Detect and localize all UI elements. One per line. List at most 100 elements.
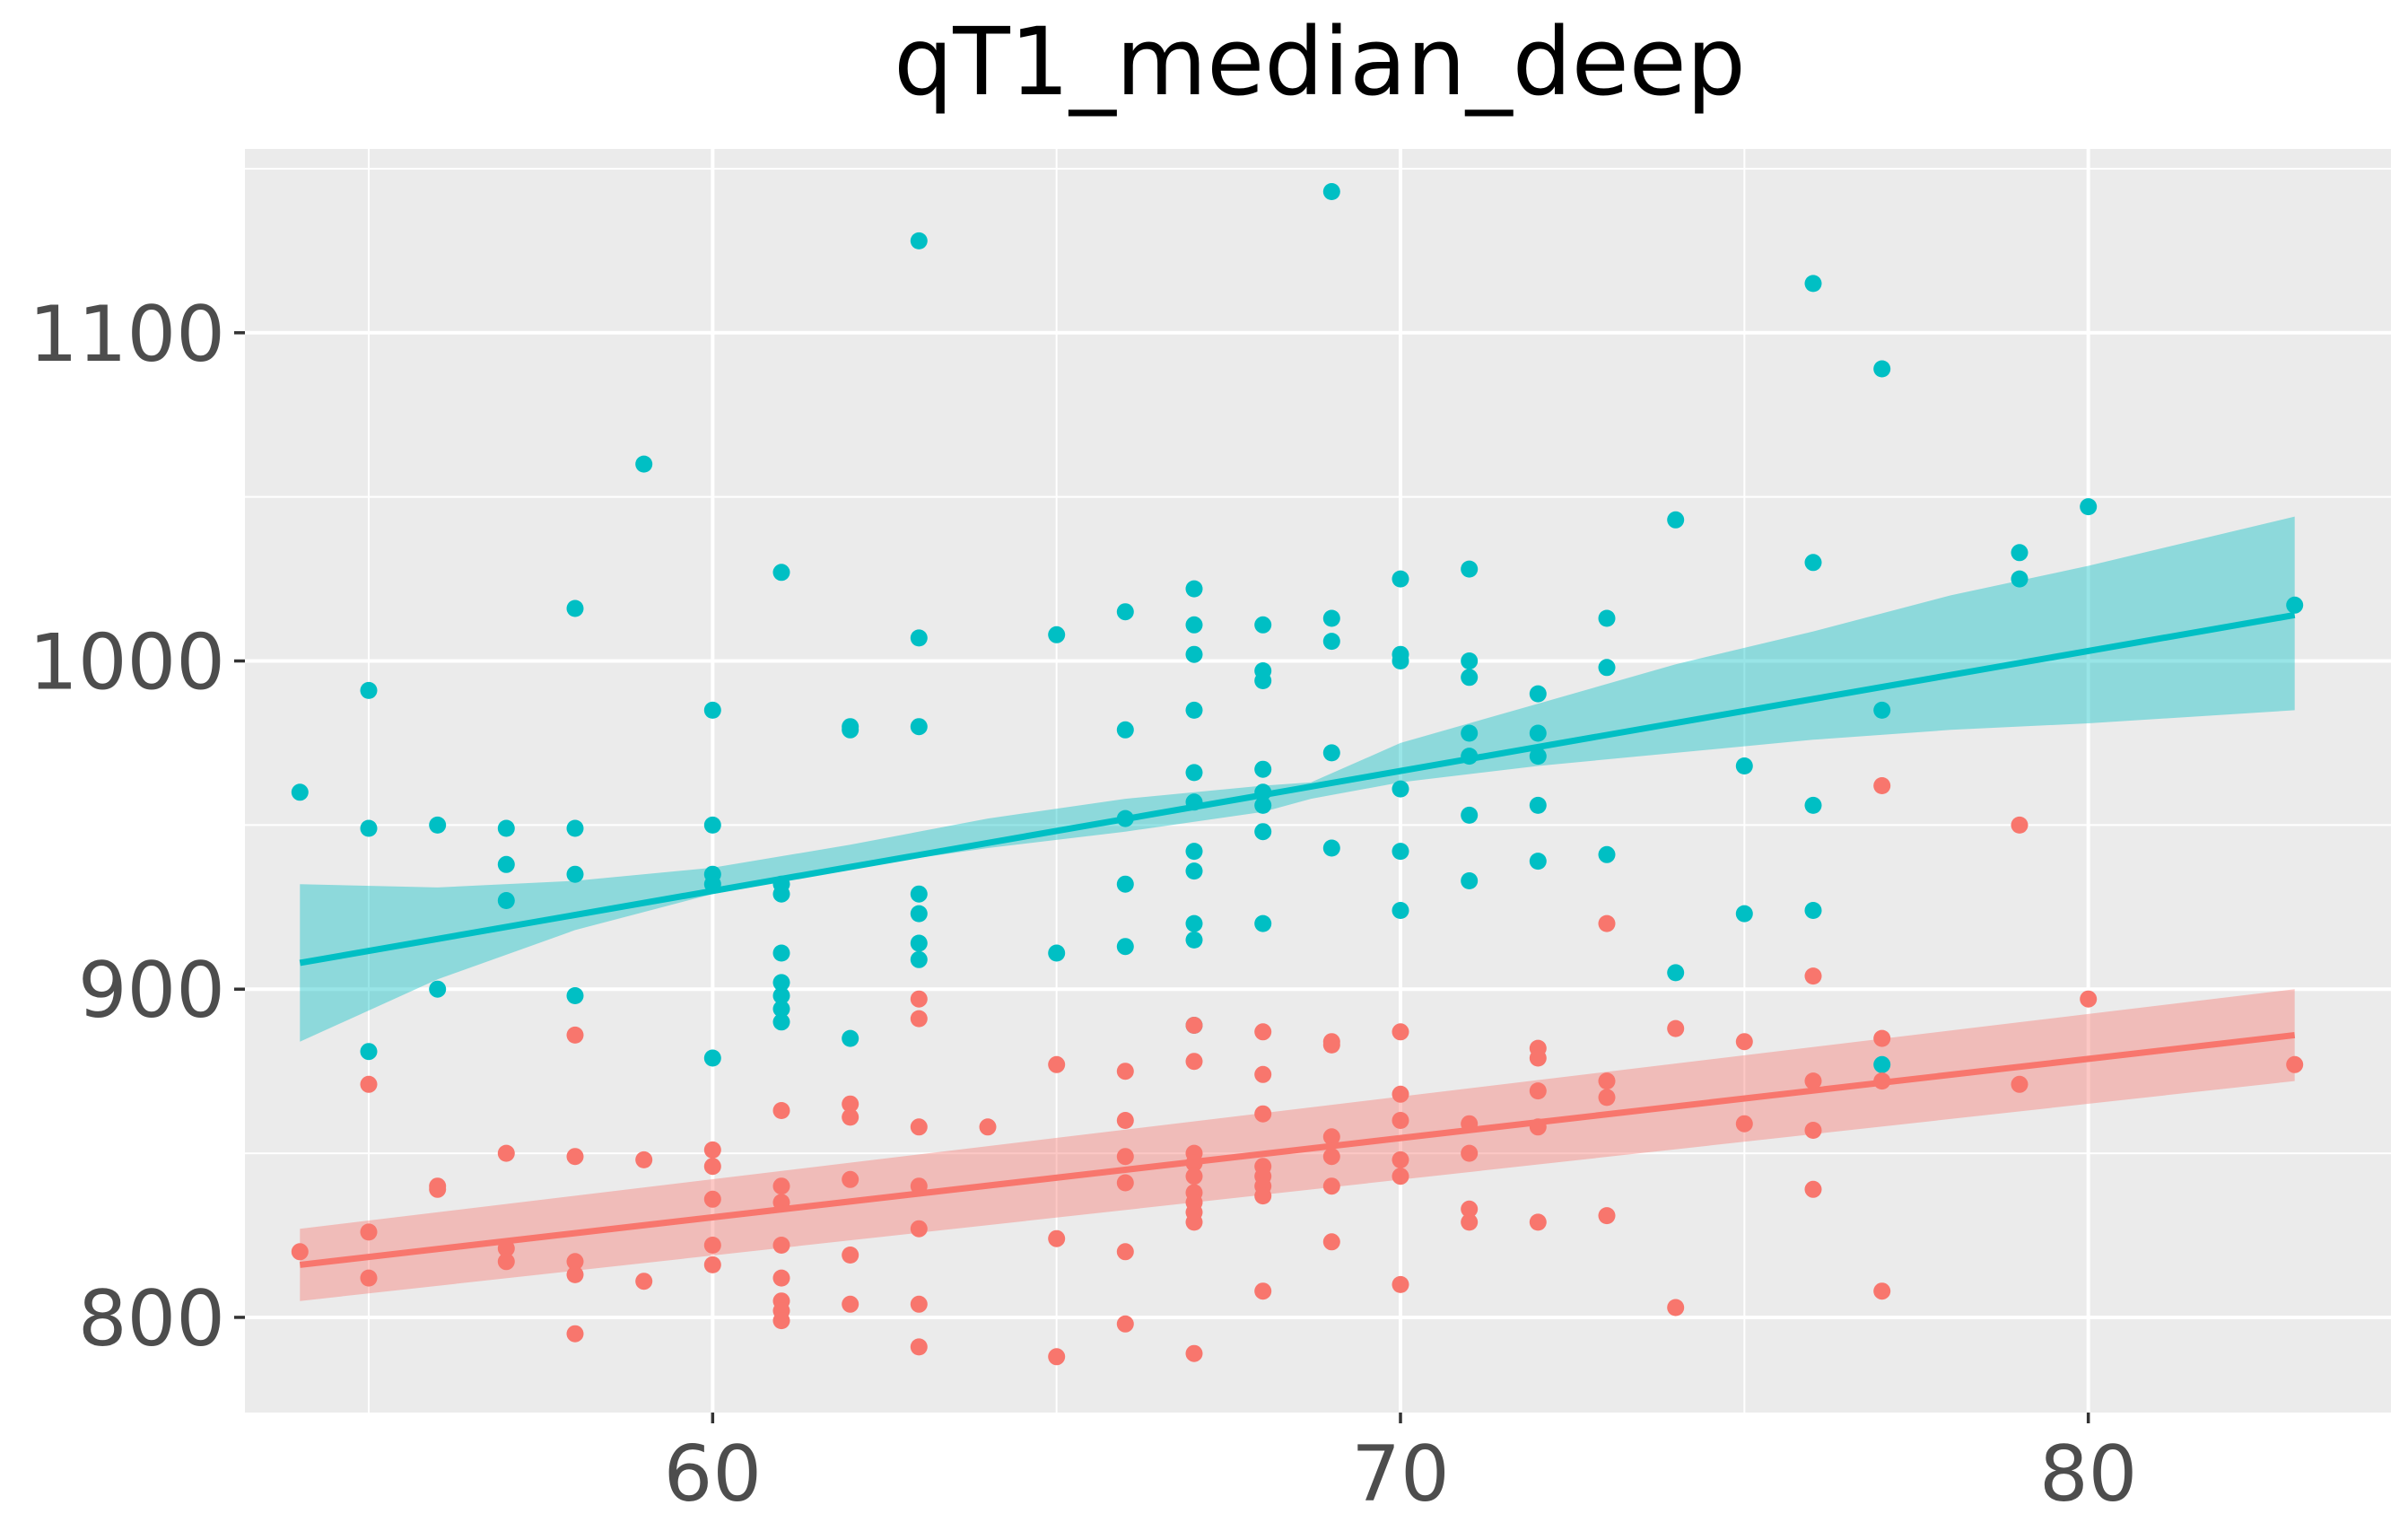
- data-point-series-1: [1254, 616, 1272, 634]
- x-tick-label: 60: [664, 1430, 762, 1519]
- confidence-ribbons: [300, 516, 2295, 1301]
- y-tick-label: 1100: [29, 290, 225, 380]
- data-point-series-2: [1185, 1168, 1203, 1185]
- data-point-series-2: [703, 1141, 721, 1159]
- data-point-series-1: [910, 718, 928, 736]
- data-point-series-1: [1529, 748, 1547, 766]
- data-point-series-1: [1116, 603, 1134, 621]
- x-tick-label: 70: [1351, 1430, 1449, 1519]
- data-point-series-1: [2080, 498, 2098, 516]
- data-point-series-2: [1392, 1150, 1409, 1168]
- data-point-series-2: [1116, 1112, 1134, 1129]
- data-point-series-2: [1873, 1029, 1891, 1047]
- data-point-series-1: [1461, 724, 1479, 742]
- data-point-series-2: [1873, 1282, 1891, 1300]
- data-point-series-1: [1529, 853, 1547, 870]
- data-point-series-1: [1392, 780, 1409, 798]
- data-point-series-1: [910, 905, 928, 923]
- data-point-series-1: [1185, 914, 1203, 932]
- data-point-series-1: [910, 232, 928, 249]
- data-point-series-1: [842, 1029, 859, 1047]
- data-point-series-2: [566, 1325, 584, 1343]
- data-point-series-1: [910, 934, 928, 952]
- data-point-series-2: [1185, 1017, 1203, 1034]
- data-point-series-2: [979, 1118, 997, 1136]
- data-point-series-1: [497, 819, 515, 837]
- data-point-series-2: [1461, 1200, 1479, 1218]
- data-point-series-2: [1667, 1299, 1685, 1317]
- data-point-series-1: [2011, 570, 2028, 588]
- data-point-series-1: [1598, 659, 1616, 677]
- data-point-series-1: [1185, 764, 1203, 782]
- data-point-series-1: [1048, 944, 1066, 962]
- y-axis: 800 900 1000 1100: [29, 290, 245, 1364]
- data-point-series-1: [566, 987, 584, 1004]
- data-point-series-1: [635, 455, 653, 473]
- data-point-series-2: [1873, 777, 1891, 794]
- data-point-series-2: [2011, 816, 2028, 834]
- data-point-series-2: [1254, 1282, 1272, 1300]
- data-point-series-1: [910, 885, 928, 903]
- data-point-series-1: [1598, 609, 1616, 627]
- data-point-series-2: [910, 990, 928, 1008]
- data-point-series-2: [772, 1177, 790, 1195]
- data-point-series-2: [1116, 1063, 1134, 1080]
- data-point-series-2: [910, 1220, 928, 1238]
- data-point-series-1: [772, 974, 790, 992]
- data-point-series-2: [635, 1273, 653, 1290]
- data-point-series-1: [772, 1000, 790, 1018]
- data-point-series-1: [772, 987, 790, 1004]
- data-point-series-2: [1598, 914, 1616, 932]
- data-point-series-1: [1392, 902, 1409, 919]
- data-point-series-1: [1804, 554, 1822, 572]
- data-point-series-1: [703, 1049, 721, 1067]
- data-point-series-1: [772, 564, 790, 582]
- data-point-series-1: [2011, 544, 2028, 562]
- data-point-series-1: [1254, 823, 1272, 841]
- data-point-series-2: [842, 1095, 859, 1113]
- data-point-series-1: [291, 783, 309, 801]
- data-point-series-1: [1529, 796, 1547, 814]
- data-point-series-2: [1185, 1344, 1203, 1362]
- data-point-series-1: [1735, 905, 1753, 923]
- data-point-series-1: [1185, 931, 1203, 949]
- data-point-series-2: [360, 1269, 378, 1287]
- data-point-series-2: [1529, 1049, 1547, 1067]
- data-point-series-2: [2080, 990, 2098, 1008]
- data-point-series-2: [1392, 1023, 1409, 1041]
- data-point-series-2: [1804, 1072, 1822, 1090]
- data-point-series-2: [2011, 1075, 2028, 1093]
- data-point-series-1: [1667, 511, 1685, 529]
- data-point-series-1: [772, 885, 790, 903]
- data-point-series-1: [703, 701, 721, 719]
- data-point-series-1: [1529, 685, 1547, 703]
- data-point-series-1: [429, 980, 447, 998]
- x-tick-label: 80: [2039, 1430, 2137, 1519]
- data-point-series-2: [2286, 1055, 2304, 1073]
- data-point-series-1: [1254, 760, 1272, 778]
- data-point-series-1: [1185, 843, 1203, 861]
- data-point-series-1: [1185, 580, 1203, 598]
- data-point-series-2: [429, 1180, 447, 1198]
- data-point-series-2: [1254, 1065, 1272, 1083]
- data-point-series-2: [842, 1247, 859, 1264]
- regression-line-1: [299, 611, 2296, 967]
- data-point-series-1: [2286, 596, 2304, 614]
- data-point-series-1: [1254, 672, 1272, 689]
- data-point-series-2: [910, 1295, 928, 1313]
- data-point-series-2: [910, 1010, 928, 1028]
- y-tick-label: 800: [78, 1274, 225, 1364]
- data-point-series-2: [1804, 1122, 1822, 1139]
- data-point-series-1: [1873, 701, 1891, 719]
- data-point-series-2: [566, 1253, 584, 1271]
- data-point-series-1: [1804, 796, 1822, 814]
- data-point-series-2: [635, 1150, 653, 1168]
- data-point-series-2: [842, 1170, 859, 1188]
- data-point-series-1: [1254, 796, 1272, 814]
- data-point-series-1: [772, 1013, 790, 1031]
- data-point-series-2: [1735, 1033, 1753, 1051]
- data-point-series-1: [360, 681, 378, 699]
- data-point-series-1: [1254, 914, 1272, 932]
- data-point-series-2: [1529, 1213, 1547, 1231]
